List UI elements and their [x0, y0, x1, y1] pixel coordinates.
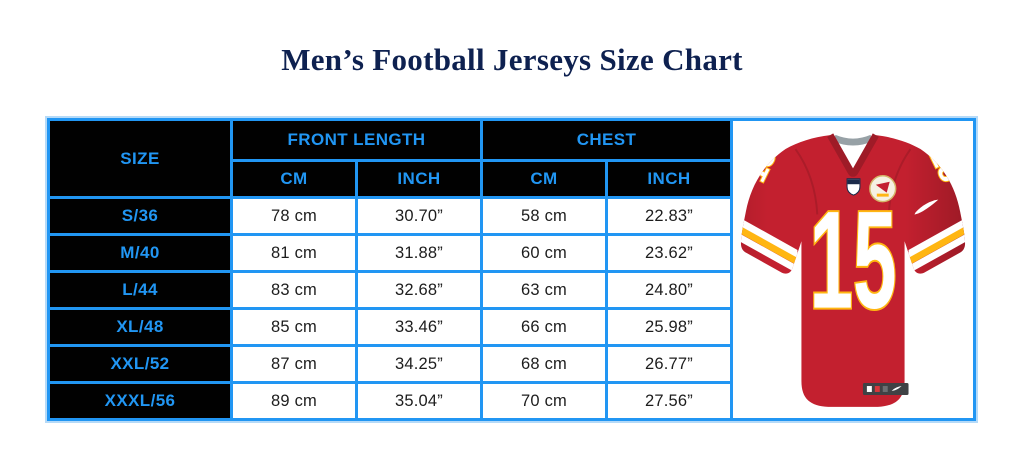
product-image-cell: 15 15 [730, 118, 976, 421]
front-length-cm: 87 cm [230, 344, 358, 384]
col-header-front-cm: CM [230, 159, 358, 199]
chest-inch: 25.98” [605, 307, 733, 347]
col-header-front-length: FRONT LENGTH [230, 118, 483, 162]
size-label: M/40 [47, 233, 233, 273]
front-length-cm: 89 cm [230, 381, 358, 421]
size-chart-table: SIZE FRONT LENGTH CHEST [45, 116, 978, 423]
team-patch-logo [869, 174, 897, 202]
front-length-inch: 35.04” [355, 381, 483, 421]
page-title: Men’s Football Jerseys Size Chart [281, 42, 743, 77]
table-row: S/36 78 cm 30.70” 58 cm 22.83” [47, 196, 975, 236]
chest-inch: 24.80” [605, 270, 733, 310]
jersey-product-image: 15 15 [735, 123, 972, 417]
chest-cm: 63 cm [480, 270, 608, 310]
front-length-cm: 78 cm [230, 196, 358, 236]
jersey-illustration-svg: 15 15 [740, 132, 966, 407]
front-length-cm: 83 cm [230, 270, 358, 310]
table-row: M/40 81 cm 31.88” 60 cm 23.62” [47, 233, 975, 273]
swoosh-icon [914, 199, 939, 214]
front-length-inch: 33.46” [355, 307, 483, 347]
chest-cm: 58 cm [480, 196, 608, 236]
chest-cm: 68 cm [480, 344, 608, 384]
col-header-chest-inch: INCH [605, 159, 733, 199]
size-label: S/36 [47, 196, 233, 236]
front-length-inch: 30.70” [355, 196, 483, 236]
front-length-inch: 34.25” [355, 344, 483, 384]
col-header-chest: CHEST [480, 118, 733, 162]
size-label: XXL/52 [47, 344, 233, 384]
jersey-collar [827, 132, 879, 177]
size-label: L/44 [47, 270, 233, 310]
table-row: XXL/52 87 cm 34.25” 68 cm 26.77” [47, 344, 975, 384]
header-row-groups: SIZE FRONT LENGTH CHEST [47, 118, 976, 421]
chest-inch: 27.56” [605, 381, 733, 421]
front-length-inch: 32.68” [355, 270, 483, 310]
chest-cm: 60 cm [480, 233, 608, 273]
table-row: XL/48 85 cm 33.46” 66 cm 25.98” [47, 307, 975, 347]
front-length-inch: 31.88” [355, 233, 483, 273]
col-header-chest-cm: CM [480, 159, 608, 199]
size-label: XL/48 [47, 307, 233, 347]
table-row: L/44 83 cm 32.68” 63 cm 24.80” [47, 270, 975, 310]
front-length-cm: 81 cm [230, 233, 358, 273]
front-length-cm: 85 cm [230, 307, 358, 347]
chest-inch: 26.77” [605, 344, 733, 384]
table-row: XXXL/56 89 cm 35.04” 70 cm 27.56” [47, 381, 975, 421]
chest-cm: 70 cm [480, 381, 608, 421]
jersey-seam-left [794, 147, 819, 215]
chest-inch: 23.62” [605, 233, 733, 273]
jersey-chest-number: 15 [809, 182, 896, 337]
jersey-back-collar-stripe [832, 134, 874, 146]
col-header-front-inch: INCH [355, 159, 483, 199]
nfl-shield-logo [846, 177, 861, 196]
col-header-size: SIZE [47, 118, 233, 199]
header-row-units: CM INCH CM INCH [49, 159, 975, 199]
chest-inch: 22.83” [605, 196, 733, 236]
jersey-seam-right [887, 147, 912, 215]
size-label: XXXL/56 [47, 381, 233, 421]
chest-cm: 66 cm [480, 307, 608, 347]
jersey-jock-tag [862, 382, 909, 395]
